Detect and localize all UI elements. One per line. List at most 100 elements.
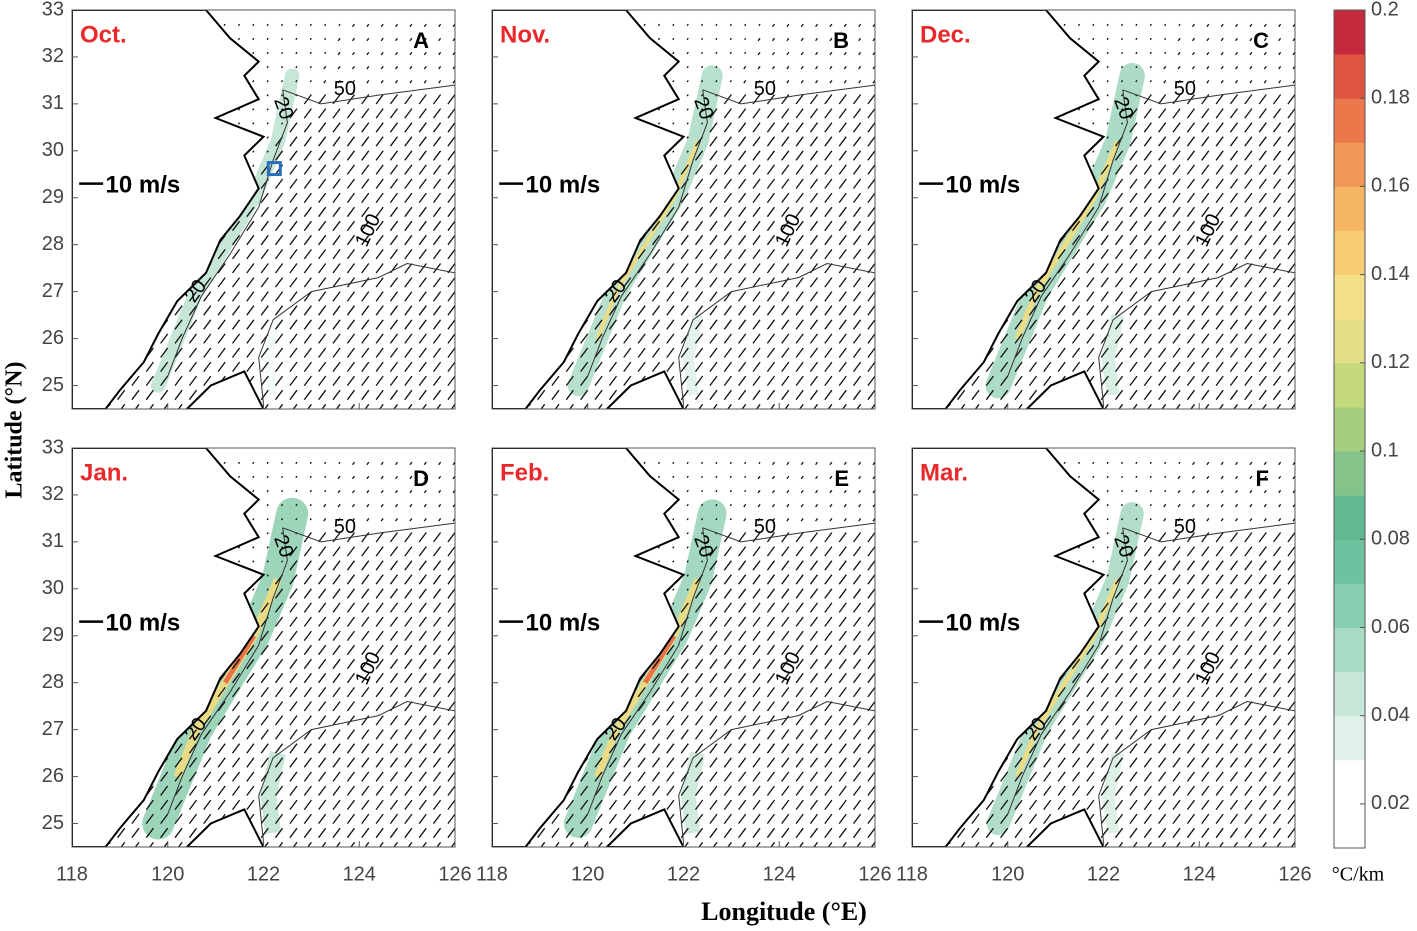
month-label: Oct. — [80, 21, 127, 48]
y-tick-label: 30 — [42, 139, 64, 161]
front-secondary — [1101, 313, 1125, 396]
gradient-shading — [150, 68, 300, 393]
colorbar-bin — [1334, 362, 1365, 408]
contour-label: 50 — [1174, 516, 1196, 538]
x-tick-label: 126 — [438, 863, 471, 885]
y-axis-label: Latitude (°N) — [2, 362, 28, 499]
coastline — [492, 448, 686, 847]
isobath — [1007, 89, 1128, 377]
contour-label: 100 — [1191, 211, 1225, 251]
front-secondary — [1102, 751, 1124, 834]
y-tick-label: 32 — [42, 483, 64, 505]
isobath — [282, 522, 455, 543]
x-tick-label: 122 — [247, 863, 280, 885]
x-tick-label: 126 — [1278, 863, 1311, 885]
colorbar-bin — [1334, 142, 1365, 187]
colorbar-unit: °C/km — [1332, 864, 1385, 886]
y-tick-label: 26 — [42, 765, 64, 787]
scale-label: 10 m/s — [526, 171, 601, 198]
isobath — [1122, 84, 1295, 105]
month-label: Nov. — [500, 21, 550, 48]
month-label: Dec. — [920, 21, 971, 48]
y-tick-label: 28 — [42, 233, 64, 255]
scale-label: 10 m/s — [946, 171, 1021, 198]
isobath — [258, 262, 455, 405]
coastline — [72, 448, 266, 847]
taiwan — [185, 370, 265, 409]
contour-label: 50 — [334, 516, 356, 538]
y-tick-label: 27 — [42, 280, 64, 302]
month-label: Feb. — [500, 459, 549, 486]
taiwan — [1025, 370, 1105, 409]
colorbar-bin — [1334, 274, 1365, 320]
colorbar-bin — [1334, 10, 1365, 55]
contour-label: 50 — [334, 78, 356, 100]
contour-label: 100 — [771, 211, 805, 251]
month-label: Jan. — [80, 459, 128, 486]
colorbar-frame — [1333, 9, 1366, 849]
isobath — [1098, 262, 1295, 405]
colorbar-bin — [1334, 230, 1365, 276]
y-tick-label: 32 — [42, 45, 64, 67]
y-tick-label: 30 — [42, 577, 64, 599]
colorbar-bin — [1334, 759, 1365, 805]
colorbar-tick-label: 0.04 — [1371, 704, 1410, 726]
colorbar-tick-label: 0.06 — [1371, 616, 1410, 638]
site-marker — [266, 161, 282, 177]
panel-letter: B — [833, 28, 849, 53]
colorbar-tick-label: 0.1 — [1371, 439, 1399, 461]
colorbar-bin — [1334, 671, 1365, 717]
y-tick-label: 31 — [42, 92, 64, 114]
month-label: Mar. — [920, 459, 968, 486]
isobath — [587, 527, 708, 815]
isobath — [587, 89, 708, 377]
scale-label: 10 m/s — [106, 171, 181, 198]
panel-letter: E — [834, 466, 849, 491]
coastline — [912, 10, 1106, 409]
isobath — [1122, 522, 1295, 543]
x-tick-label: 124 — [1183, 863, 1216, 885]
panel-letter: D — [413, 466, 429, 491]
y-tick-label: 29 — [42, 624, 64, 646]
isobath — [167, 527, 288, 815]
contour-label: 100 — [771, 649, 805, 689]
taiwan — [185, 808, 265, 847]
y-tick-label: 25 — [42, 812, 64, 834]
colorbar-bin — [1334, 583, 1365, 628]
x-tick-label: 118 — [56, 863, 88, 885]
isobath — [282, 84, 455, 105]
colorbar-bin — [1334, 186, 1365, 232]
contour-label: 100 — [1191, 649, 1225, 689]
x-tick-label: 120 — [991, 863, 1024, 885]
taiwan — [1025, 808, 1105, 847]
gradient-core — [1014, 140, 1121, 340]
taiwan — [605, 370, 685, 409]
colorbar-bin — [1334, 54, 1365, 99]
contour-label: 50 — [754, 516, 776, 538]
scale-label: 10 m/s — [106, 609, 181, 636]
y-tick-label: 26 — [42, 327, 64, 349]
contour-label: 50 — [754, 78, 776, 100]
isobath — [678, 262, 875, 405]
front-secondary — [264, 314, 282, 396]
y-tick-label: 33 — [42, 0, 64, 20]
coastline — [912, 448, 1106, 847]
front-secondary — [682, 313, 704, 396]
x-tick-label: 118 — [476, 863, 508, 885]
isobath — [167, 89, 288, 377]
colorbar-bin — [1334, 715, 1365, 761]
panel-letter: C — [1253, 28, 1269, 53]
isobath — [258, 700, 455, 843]
x-axis-label: Longitude (°E) — [701, 897, 867, 926]
colorbar-bin — [1334, 451, 1365, 496]
colorbar-bin — [1334, 98, 1365, 143]
colorbar-bin — [1334, 406, 1365, 452]
gradient-core — [1015, 578, 1121, 778]
contour-label: 100 — [351, 649, 385, 689]
scale-label: 10 m/s — [526, 609, 601, 636]
